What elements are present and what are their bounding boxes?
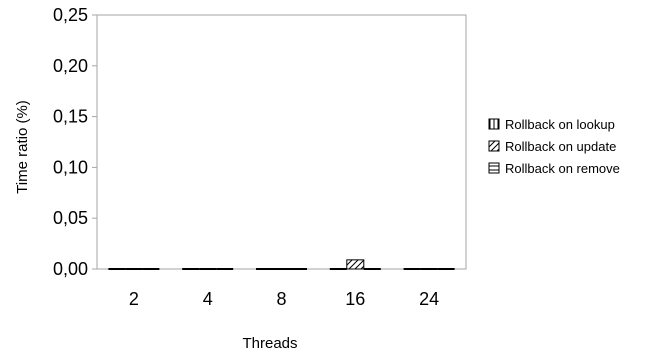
legend: Rollback on lookup Rollback on update Roll…	[488, 117, 620, 176]
x-tick-label: 8	[276, 289, 286, 309]
legend-swatch	[488, 162, 500, 174]
bar	[346, 259, 365, 270]
y-tick-label: 0,25	[53, 5, 88, 25]
y-axis-label: Time ratio (%)	[14, 100, 31, 194]
x-tick-label: 4	[203, 289, 213, 309]
x-axis: 2 4 8 16 24	[129, 289, 439, 309]
legend-label: Rollback on lookup	[505, 117, 615, 132]
x-axis-label: Threads	[242, 335, 297, 352]
x-tick-label: 24	[419, 289, 439, 309]
y-axis: 0,00 0,05 0,10 0,15 0,20 0,25	[53, 5, 97, 279]
y-tick-label: 0,00	[53, 259, 88, 279]
y-tick-label: 0,05	[53, 208, 88, 228]
y-tick-label: 0,20	[53, 56, 88, 76]
legend-label: Rollback on remove	[505, 161, 620, 176]
x-tick-label: 2	[129, 289, 139, 309]
y-tick-label: 0,15	[53, 107, 88, 127]
y-tick-label: 0,10	[53, 157, 88, 177]
plot-area	[96, 14, 467, 270]
bars	[108, 259, 455, 270]
x-tick-label: 16	[345, 289, 365, 309]
legend-label: Rollback on update	[505, 139, 616, 154]
plot-frame	[96, 14, 467, 270]
legend-swatch	[488, 140, 500, 152]
legend-swatch	[488, 118, 500, 130]
